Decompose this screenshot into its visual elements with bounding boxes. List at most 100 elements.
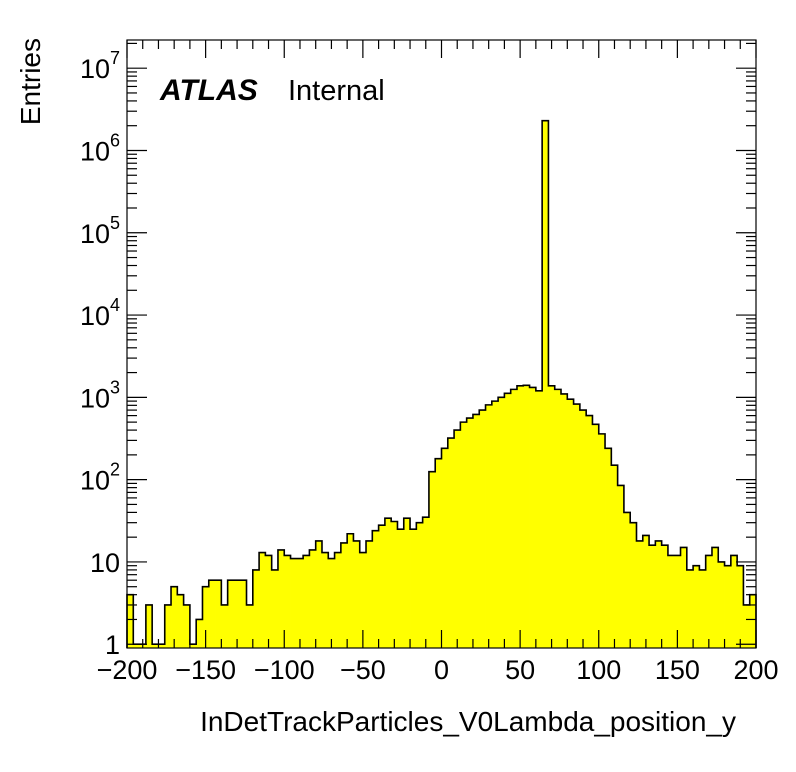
histogram-bin	[221, 604, 229, 648]
y-tick-label: 105	[80, 213, 120, 249]
histogram-bin	[617, 485, 625, 648]
histogram-bin	[246, 604, 254, 648]
histogram-bin	[422, 517, 430, 648]
x-tick-label: −50	[340, 655, 386, 685]
histogram-bin	[145, 604, 153, 648]
x-tick-label: 200	[733, 655, 778, 685]
histogram-bin	[504, 393, 512, 648]
y-tick-label: 10	[90, 548, 120, 578]
histogram-bin	[649, 545, 656, 648]
histogram-bin	[271, 569, 279, 648]
histogram-bin	[372, 530, 379, 648]
internal-label: Internal	[288, 75, 385, 107]
histogram-bin	[359, 552, 367, 648]
x-tick-label: 0	[434, 655, 449, 685]
histogram-bin	[642, 535, 650, 648]
histogram-bin	[366, 540, 373, 648]
histogram-bin	[630, 522, 637, 648]
histogram-bin	[435, 458, 442, 648]
histogram-bin	[403, 518, 411, 648]
histogram-bin	[177, 594, 185, 648]
histogram-bin	[655, 540, 663, 648]
histogram-bin	[296, 558, 304, 648]
histogram-bin	[277, 549, 285, 648]
atlas-label: ATLAS	[159, 74, 258, 107]
histogram-bin	[479, 410, 486, 648]
x-tick-label: 50	[505, 655, 535, 685]
histogram-bin	[127, 594, 134, 648]
histogram-bin	[152, 644, 159, 648]
histogram-bin	[284, 555, 291, 648]
histogram-bin	[378, 525, 386, 648]
y-tick-label: 102	[80, 460, 120, 496]
histogram-bin	[730, 555, 738, 648]
histogram-bin	[158, 644, 166, 648]
histogram-bin	[391, 521, 398, 648]
y-tick-label: 104	[80, 295, 120, 331]
histogram-bin	[164, 604, 172, 648]
histogram-bin	[196, 619, 203, 648]
histogram-bin	[290, 558, 298, 648]
histogram-bin	[353, 540, 361, 648]
histogram-bin	[441, 448, 449, 648]
histogram-outline	[126, 119, 757, 648]
histogram-bin	[240, 580, 247, 648]
histogram-bin	[667, 555, 675, 648]
x-tick-label: −100	[254, 655, 315, 685]
histogram-bars	[127, 120, 757, 649]
histogram-bin	[252, 569, 260, 648]
histogram-bin	[611, 465, 619, 648]
x-tick-label: 100	[576, 655, 621, 685]
histogram-bin	[491, 401, 499, 648]
histogram-bin	[573, 404, 581, 648]
histogram-bin	[447, 438, 455, 648]
histogram-bin	[636, 540, 644, 648]
histogram-bin	[623, 512, 631, 648]
histogram-bin	[724, 565, 732, 648]
histogram-bin	[227, 580, 235, 648]
histogram-bin	[208, 580, 216, 648]
y-tick-label: 106	[80, 130, 120, 166]
histogram-bin	[428, 471, 436, 648]
histogram-bin	[598, 433, 606, 648]
histogram-bin	[472, 414, 480, 648]
histogram-bin	[705, 555, 713, 648]
histogram-bin	[384, 518, 392, 648]
y-tick-label: 103	[80, 377, 120, 413]
histogram-bin	[579, 410, 587, 648]
histogram-bin	[315, 540, 323, 648]
histogram-bin	[542, 120, 549, 649]
histogram-bin	[309, 549, 317, 648]
histogram-bin	[548, 385, 556, 648]
histogram-bin	[567, 399, 574, 648]
x-tick-label: 150	[655, 655, 700, 685]
histogram-bin	[397, 529, 405, 648]
histogram-bin	[529, 387, 537, 648]
histogram-bin	[699, 569, 707, 648]
histogram-bin	[498, 397, 505, 648]
histogram-bin	[233, 580, 241, 648]
histogram-bin	[334, 552, 342, 648]
histogram-bin	[523, 385, 530, 648]
y-tick-label: 1	[105, 630, 120, 660]
y-axis-label: Entries	[15, 38, 46, 125]
histogram-bin	[711, 547, 719, 648]
histogram-bin	[460, 422, 468, 648]
histogram-bin	[416, 522, 424, 648]
histogram-bin	[410, 529, 417, 648]
x-axis-label: InDetTrackParticles_V0Lambda_position_y	[200, 706, 736, 737]
histogram-bin	[592, 424, 600, 648]
histogram-bin	[661, 545, 669, 648]
histogram-bin	[171, 586, 178, 648]
histogram-bin	[340, 542, 348, 648]
histogram-bin	[749, 594, 757, 648]
y-axis: 1 10 102 103 104 105 106 107	[80, 42, 756, 660]
histogram-bin	[605, 448, 612, 648]
histogram-bin	[510, 389, 518, 648]
x-tick-label: −150	[175, 655, 236, 685]
histogram-bin	[516, 385, 524, 648]
histogram-bin	[743, 604, 751, 648]
histogram-bin	[215, 580, 222, 648]
histogram-bin	[259, 552, 266, 648]
